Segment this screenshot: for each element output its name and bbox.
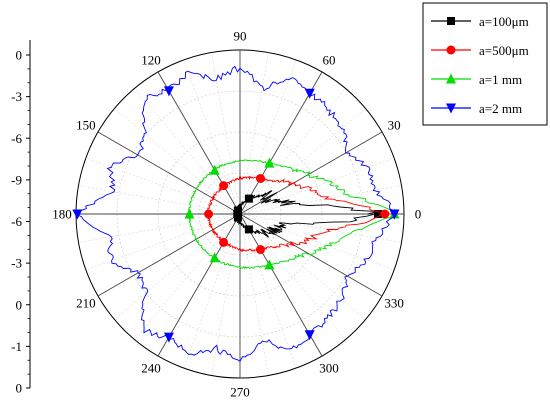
minor-spoke-40 (239, 108, 366, 215)
minor-spoke-250 (183, 213, 241, 369)
angle-tick-label: 150 (76, 118, 96, 133)
minor-spoke-280 (239, 213, 269, 376)
radial-tick-label: -6 (11, 214, 22, 229)
minor-spoke-110 (183, 59, 241, 215)
minor-spoke-220 (114, 213, 241, 320)
minor-spoke-130 (134, 88, 241, 215)
angle-tick-label: 90 (234, 29, 247, 44)
radial-tick-label: 0 (16, 381, 23, 396)
legend: a=100μm a=500μm a=1 mm a=2 mm (422, 2, 548, 126)
minor-spoke-140 (114, 108, 241, 215)
series-marker (184, 208, 195, 219)
angle-tick-label: 120 (141, 52, 161, 67)
minor-spoke-170 (78, 185, 241, 215)
legend-item: a=1 mm (431, 72, 522, 87)
minor-spoke-70 (239, 59, 297, 215)
major-spoke-150 (97, 131, 241, 215)
angle-tick-label: 0 (415, 207, 422, 222)
angle-tick-label: 240 (141, 361, 161, 376)
series-3 (72, 65, 400, 362)
series-marker (256, 173, 265, 183)
series-marker (244, 194, 253, 203)
major-spoke-240 (157, 213, 241, 357)
series-marker (244, 225, 253, 234)
series-marker (374, 210, 383, 218)
legend-item: a=100μm (431, 14, 529, 29)
series-0 (233, 190, 383, 238)
series-marker (380, 209, 390, 219)
minor-spoke-310 (239, 213, 346, 340)
radial-tick-label: 0 (16, 297, 23, 312)
series-marker (219, 181, 229, 191)
series-marker (264, 259, 275, 270)
minor-spoke-80 (239, 52, 269, 215)
legend-item: a=2 mm (431, 101, 522, 116)
legend-marker (446, 103, 456, 114)
legend-label: a=500μm (479, 43, 529, 58)
minor-spoke-10 (239, 185, 402, 215)
legend-item: a=500μm (431, 43, 529, 58)
legend-marker (446, 73, 456, 84)
series-1 (204, 173, 390, 255)
minor-spoke-320 (239, 213, 366, 320)
series-marker (256, 245, 265, 255)
angle-tick-label: 210 (76, 296, 96, 311)
series-marker (233, 213, 242, 222)
polar-grid (75, 49, 405, 379)
radial-tick-label: -1 (11, 339, 22, 354)
major-spoke-120 (157, 71, 241, 215)
series-marker (72, 209, 83, 220)
radial-tick-label: -3 (11, 89, 22, 104)
series-marker (389, 209, 400, 220)
legend-label: a=100μm (479, 14, 529, 29)
series-marker (264, 157, 275, 168)
radial-tick-label: -3 (11, 256, 22, 271)
series-2 (184, 157, 400, 270)
series-marker (304, 88, 315, 99)
minor-spoke-290 (239, 213, 297, 369)
angle-tick-labels: 0 30 60 90 120 150 180 210 240 270 300 330 (52, 29, 421, 400)
minor-spoke-230 (134, 213, 241, 340)
angle-tick-label: 270 (230, 385, 250, 400)
minor-spoke-350 (239, 213, 402, 243)
radial-tick-label: 0 (16, 48, 23, 63)
radial-tick-label: -9 (11, 172, 22, 187)
legend-box (422, 2, 548, 126)
legend-marker (447, 17, 455, 25)
minor-spoke-260 (211, 213, 241, 376)
minor-spoke-190 (78, 213, 241, 243)
legend-label: a=1 mm (479, 72, 522, 87)
legend-marker (446, 45, 456, 55)
major-spoke-30 (239, 131, 383, 215)
legend-label: a=2 mm (479, 101, 522, 116)
angle-tick-label: 300 (319, 361, 339, 376)
minor-spoke-340 (239, 213, 395, 271)
radial-tick-label: -6 (11, 131, 22, 146)
major-spoke-210 (97, 213, 241, 297)
minor-spoke-50 (239, 88, 346, 215)
series-marker (209, 164, 220, 175)
series-marker (209, 252, 220, 263)
series-layer (72, 65, 400, 362)
angle-tick-label: 330 (384, 296, 404, 311)
series-marker (219, 237, 229, 247)
series-marker (304, 330, 315, 341)
series-marker (163, 86, 174, 97)
angle-tick-label: 60 (323, 52, 336, 67)
series-marker (163, 332, 174, 343)
angle-tick-label: 30 (388, 118, 401, 133)
angle-tick-label: 180 (52, 207, 72, 222)
series-marker (204, 209, 214, 219)
radial-axis: 0 -3 -6 -9 -6 -3 0 -1 0 (11, 40, 31, 396)
